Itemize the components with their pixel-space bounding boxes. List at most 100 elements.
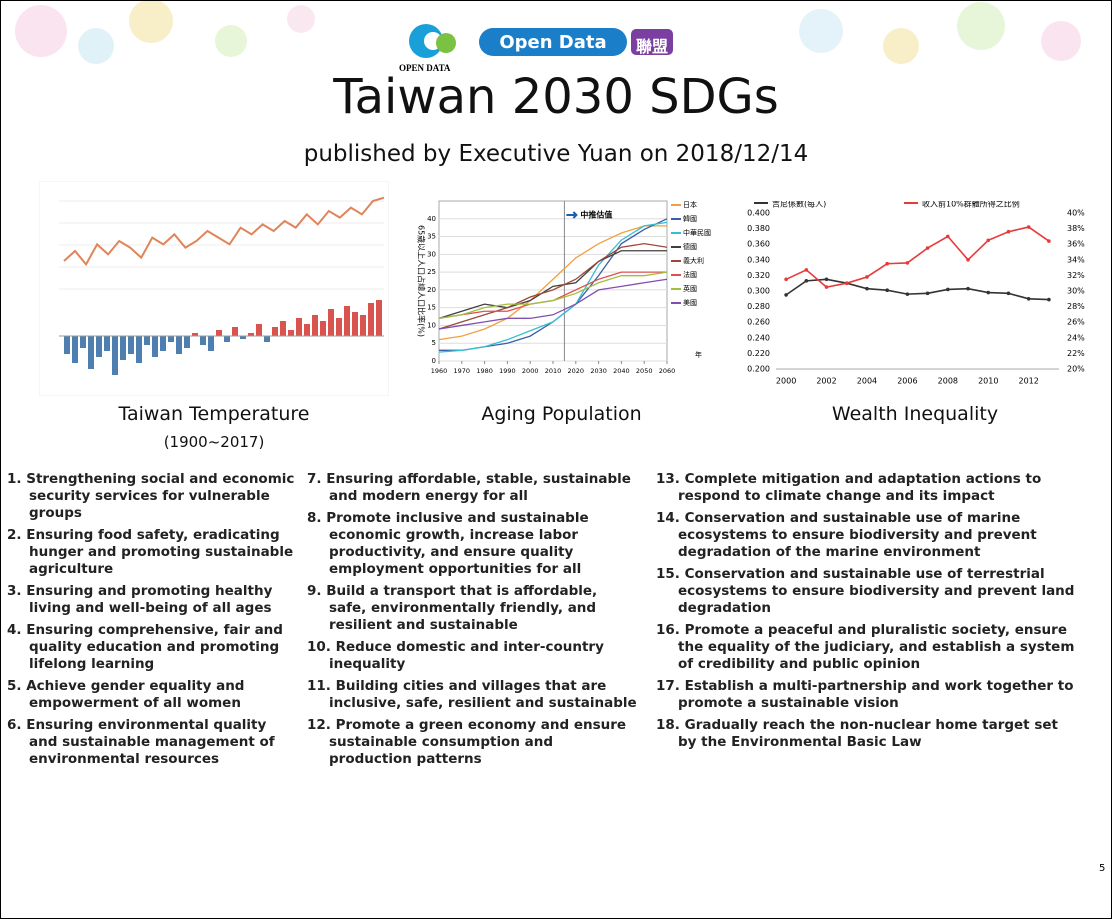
bar [312,315,318,336]
point [946,288,950,292]
logo-badge: 聯盟 [631,33,673,57]
y2-tick-label: 40% [1067,209,1085,218]
y2-tick-label: 22% [1067,349,1085,358]
x-tick-label: 2020 [568,367,585,375]
bar [128,336,134,354]
goal: 6. Ensuring environmental quality and su… [7,717,299,768]
y2-tick-label: 38% [1067,224,1085,233]
title: Taiwan 2030 SDGs [1,69,1111,125]
y2-tick-label: 32% [1067,271,1085,280]
goal: 2. Ensuring food safety, eradicating hun… [7,527,299,578]
temperature-chart [39,181,389,396]
x-tick-label: 2000 [522,367,539,375]
y-tick-label: 25 [427,268,436,276]
goal: 14. Conservation and sustainable use of … [656,510,1081,561]
bar [120,336,126,360]
goal: 4. Ensuring comprehensive, fair and qual… [7,622,299,673]
x-tick-label: 2050 [636,367,653,375]
y2-tick-label: 26% [1067,318,1085,327]
bar [216,330,222,336]
point [926,246,930,250]
y-tick-label: 40 [427,215,436,223]
bar [296,318,302,336]
bar [280,321,286,336]
point [1007,230,1011,234]
bar [320,321,326,336]
x-tick-label: 2004 [857,377,877,386]
bar [88,336,94,369]
y2-tick-label: 20% [1067,365,1085,374]
goal: 5. Achieve gender equality and empowerme… [7,678,299,712]
bar [144,336,150,345]
annotation: 中推估值 [580,210,612,220]
goal-column: 1. Strengthening social and economic sec… [7,471,299,773]
x-tick-label: 1960 [431,367,448,375]
x-tick-label: 2008 [938,377,958,386]
bar [80,336,86,348]
caption: Wealth Inequality [734,403,1096,425]
y-tick-label: 10 [427,321,436,329]
bar [264,336,270,342]
point [865,287,869,291]
y-tick-label: 5 [432,339,436,347]
x-tick-label: 2002 [816,377,836,386]
y2-tick-label: 30% [1067,287,1085,296]
point [926,292,930,296]
y-tick-label: 0.240 [747,333,770,342]
point [986,291,990,295]
point [825,285,829,289]
bar [328,309,334,336]
legend-label: 法國 [683,270,697,279]
goal: 9. Build a transport that is affordable,… [307,583,637,634]
page-number: 5 [1099,863,1105,874]
y2-tick-label: 28% [1067,302,1085,311]
wealth-chart: 0.2000.2200.2400.2600.2800.3000.3200.340… [734,201,1096,391]
y-tick-label: 35 [427,233,436,241]
logo-text: Open Data [479,32,627,53]
y2-tick-label: 34% [1067,255,1085,264]
point [885,262,889,266]
legend-label: 英國 [683,284,697,293]
line [786,279,1049,299]
bar [104,336,110,351]
goal: 15. Conservation and sustainable use of … [656,566,1081,617]
aging-chart: 0510152025303540196019701980199020002010… [409,191,714,391]
y-tick-label: 0.280 [747,302,770,311]
x-tick-label: 2060 [659,367,676,375]
point [1047,298,1051,302]
y-tick-label: 0.380 [747,224,770,233]
y-tick-label: 0.200 [747,365,770,374]
point [885,288,889,292]
point [906,261,910,265]
bar [304,324,310,336]
y-tick-label: 0.260 [747,318,770,327]
y2-tick-label: 24% [1067,333,1085,342]
legend-label: 義大利 [683,256,704,265]
point [946,235,950,239]
legend-label: 日本 [683,200,697,209]
bar [344,306,350,336]
bar [64,336,70,354]
legend-label: 吉尼係數(每人) [772,201,826,209]
bar [256,324,262,336]
point [845,281,849,285]
goal: 10. Reduce domestic and inter-country in… [307,639,637,673]
goal-column: 13. Complete mitigation and adaptation a… [656,471,1081,756]
goal: 17. Establish a multi-partnership and wo… [656,678,1081,712]
x-tick-label: 2006 [897,377,917,386]
point [906,292,910,296]
bar [176,336,182,354]
goal: 1. Strengthening social and economic sec… [7,471,299,522]
point [966,258,970,262]
y-tick-label: 0.400 [747,209,770,218]
x-tick-label: 2010 [545,367,562,375]
y-tick-label: 0.340 [747,255,770,264]
goal: 18. Gradually reach the non-nuclear home… [656,717,1081,751]
caption: Aging Population [409,403,714,425]
point [805,268,809,272]
x-tick-label: 1990 [499,367,516,375]
bar [136,336,142,363]
point [784,293,788,297]
goal: 13. Complete mitigation and adaptation a… [656,471,1081,505]
y-tick-label: 15 [427,304,436,312]
